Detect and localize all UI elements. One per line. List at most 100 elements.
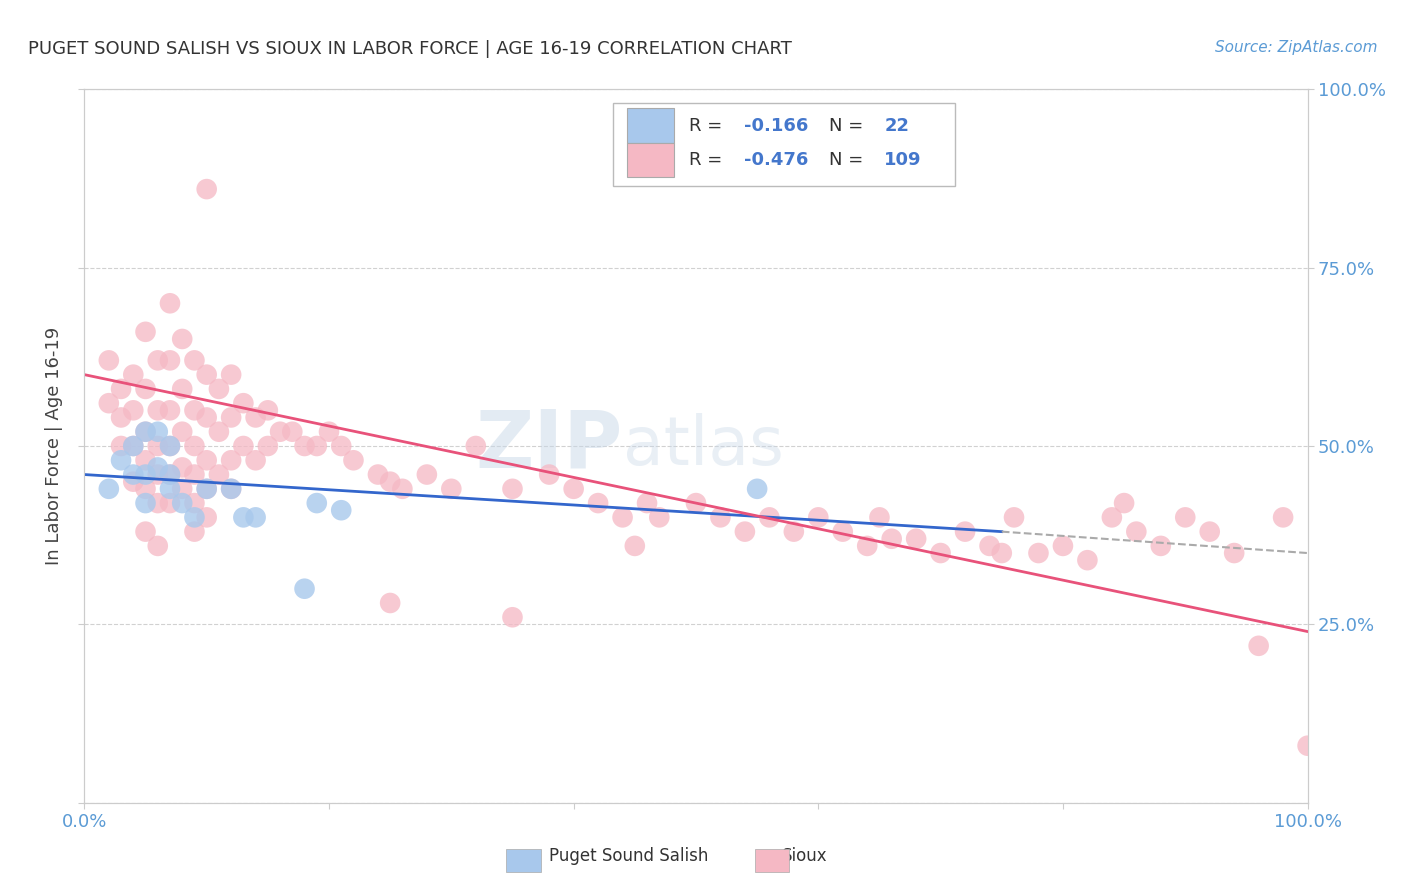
FancyBboxPatch shape [506, 849, 541, 872]
Point [1101, 510, 1123, 524]
Point [1174, 510, 1197, 524]
Point [159, 353, 181, 368]
Point [146, 496, 169, 510]
Point [135, 496, 157, 510]
Point [831, 524, 853, 539]
Point [183, 439, 205, 453]
FancyBboxPatch shape [755, 849, 789, 872]
Point [232, 510, 254, 524]
Point [648, 510, 671, 524]
Point [257, 403, 280, 417]
Text: ZIP: ZIP [475, 407, 623, 485]
Point [122, 475, 145, 489]
Point [172, 496, 194, 510]
Point [502, 482, 524, 496]
FancyBboxPatch shape [627, 143, 673, 177]
Point [122, 368, 145, 382]
Point [416, 467, 439, 482]
Point [97, 396, 120, 410]
Point [232, 439, 254, 453]
Point [195, 182, 218, 196]
Point [1028, 546, 1050, 560]
Point [135, 325, 157, 339]
Point [146, 425, 169, 439]
Point [1247, 639, 1270, 653]
Point [219, 453, 242, 467]
Point [159, 403, 181, 417]
Point [135, 425, 157, 439]
Point [232, 396, 254, 410]
Point [342, 453, 364, 467]
Point [135, 482, 157, 496]
Point [440, 482, 463, 496]
Point [135, 382, 157, 396]
Point [1223, 546, 1246, 560]
Point [183, 403, 205, 417]
Point [195, 482, 218, 496]
Point [245, 510, 267, 524]
Point [183, 353, 205, 368]
Point [172, 460, 194, 475]
Point [305, 439, 328, 453]
Point [146, 439, 169, 453]
Point [783, 524, 806, 539]
Point [734, 524, 756, 539]
Point [195, 410, 218, 425]
Point [97, 353, 120, 368]
Point [294, 439, 316, 453]
Point [195, 368, 218, 382]
Point [208, 425, 231, 439]
Point [172, 332, 194, 346]
Point [135, 524, 157, 539]
Point [183, 510, 205, 524]
Point [1052, 539, 1074, 553]
Point [122, 439, 145, 453]
Point [110, 382, 132, 396]
Point [318, 425, 340, 439]
Point [929, 546, 952, 560]
Point [538, 467, 561, 482]
Point [183, 496, 205, 510]
Point [1076, 553, 1098, 567]
Point [1125, 524, 1147, 539]
Point [146, 460, 169, 475]
Point [747, 482, 769, 496]
Point [146, 467, 169, 482]
Point [159, 467, 181, 482]
Point [146, 539, 169, 553]
Point [135, 453, 157, 467]
Point [219, 368, 242, 382]
Point [979, 539, 1001, 553]
Point [991, 546, 1014, 560]
Point [856, 539, 879, 553]
Point [172, 425, 194, 439]
Point [905, 532, 928, 546]
Text: atlas: atlas [623, 413, 783, 479]
Point [159, 439, 181, 453]
Point [586, 496, 609, 510]
Text: 22: 22 [884, 117, 910, 135]
Point [330, 439, 353, 453]
Point [1150, 539, 1173, 553]
Point [1002, 510, 1025, 524]
Text: Sioux: Sioux [782, 847, 827, 865]
Point [245, 410, 267, 425]
Point [380, 475, 402, 489]
Point [219, 482, 242, 496]
Point [380, 596, 402, 610]
Text: R =: R = [689, 151, 728, 169]
Point [183, 524, 205, 539]
Point [269, 425, 291, 439]
FancyBboxPatch shape [613, 103, 955, 186]
Point [135, 425, 157, 439]
Point [159, 467, 181, 482]
Point [391, 482, 413, 496]
Point [807, 510, 830, 524]
Point [869, 510, 891, 524]
Y-axis label: In Labor Force | Age 16-19: In Labor Force | Age 16-19 [45, 326, 63, 566]
Point [183, 467, 205, 482]
Point [709, 510, 731, 524]
Text: Puget Sound Salish: Puget Sound Salish [550, 847, 709, 865]
Text: R =: R = [689, 117, 728, 135]
Point [159, 296, 181, 310]
